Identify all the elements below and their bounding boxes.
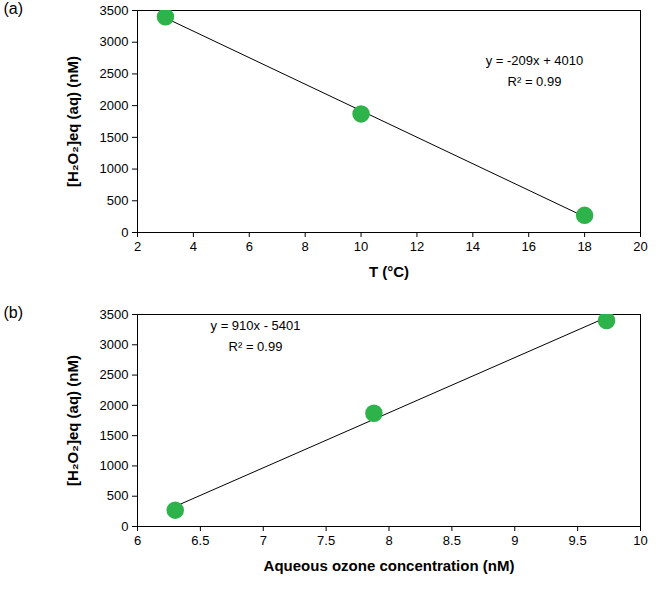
svg-text:8: 8 <box>302 239 309 254</box>
svg-text:14: 14 <box>466 239 480 254</box>
svg-text:T (°C): T (°C) <box>369 263 409 280</box>
svg-text:7.5: 7.5 <box>317 533 335 548</box>
svg-text:500: 500 <box>107 488 129 503</box>
svg-text:(b): (b) <box>4 304 24 321</box>
svg-text:0: 0 <box>121 225 128 240</box>
svg-text:y = 910x - 5401: y = 910x - 5401 <box>211 318 301 333</box>
svg-text:10: 10 <box>633 533 647 548</box>
svg-text:(a): (a) <box>4 0 24 17</box>
svg-text:3500: 3500 <box>100 307 129 322</box>
svg-text:0: 0 <box>121 519 128 534</box>
svg-text:y = -209x + 4010: y = -209x + 4010 <box>486 53 584 68</box>
svg-text:20: 20 <box>633 239 647 254</box>
svg-text:6: 6 <box>134 533 141 548</box>
svg-text:2000: 2000 <box>100 398 129 413</box>
svg-text:6.5: 6.5 <box>191 533 209 548</box>
svg-text:1000: 1000 <box>100 161 129 176</box>
svg-text:12: 12 <box>410 239 424 254</box>
svg-text:2000: 2000 <box>100 98 129 113</box>
svg-text:8.5: 8.5 <box>443 533 461 548</box>
svg-text:Aqueous ozone concentration (n: Aqueous ozone concentration (nM) <box>264 557 515 574</box>
svg-text:R² = 0.99: R² = 0.99 <box>229 339 283 354</box>
svg-text:8: 8 <box>385 533 392 548</box>
svg-text:18: 18 <box>577 239 591 254</box>
svg-text:4: 4 <box>190 239 197 254</box>
svg-text:7: 7 <box>260 533 267 548</box>
svg-text:2500: 2500 <box>100 66 129 81</box>
svg-text:3500: 3500 <box>100 3 129 18</box>
svg-text:9.5: 9.5 <box>569 533 587 548</box>
svg-text:6: 6 <box>246 239 253 254</box>
svg-text:16: 16 <box>521 239 535 254</box>
svg-text:2500: 2500 <box>100 367 129 382</box>
svg-text:10: 10 <box>354 239 368 254</box>
svg-text:3000: 3000 <box>100 34 129 49</box>
svg-text:1000: 1000 <box>100 458 129 473</box>
svg-text:9: 9 <box>511 533 518 548</box>
svg-text:3000: 3000 <box>100 337 129 352</box>
svg-text:2: 2 <box>134 239 141 254</box>
svg-text:[H₂O₂]eq (aq) (nM): [H₂O₂]eq (aq) (nM) <box>64 355 81 486</box>
svg-text:500: 500 <box>107 193 129 208</box>
svg-text:1500: 1500 <box>100 130 129 145</box>
svg-text:[H₂O₂]eq (aq) (nM): [H₂O₂]eq (aq) (nM) <box>64 56 81 187</box>
svg-text:1500: 1500 <box>100 428 129 443</box>
svg-text:R² = 0.99: R² = 0.99 <box>508 74 562 89</box>
